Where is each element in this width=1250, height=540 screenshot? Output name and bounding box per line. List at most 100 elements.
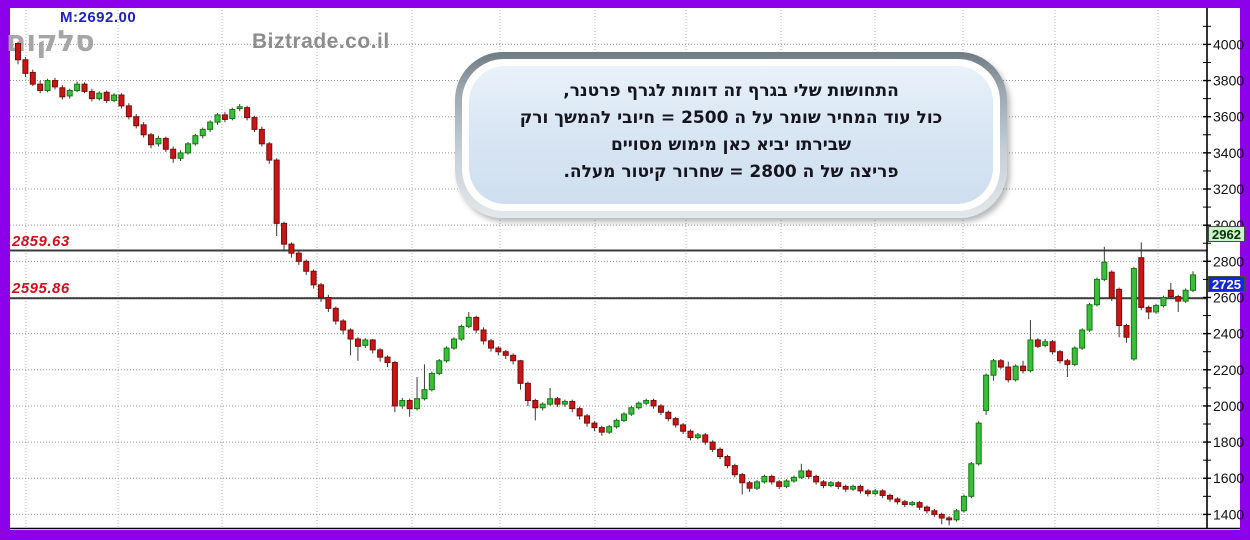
candle-down bbox=[879, 490, 886, 496]
candle-down bbox=[347, 329, 354, 340]
candle-down bbox=[377, 349, 384, 358]
candle-down bbox=[923, 506, 930, 512]
candle-up bbox=[1160, 296, 1167, 307]
y-axis-tick-label: 2200 bbox=[1213, 362, 1244, 378]
candle-down bbox=[864, 490, 871, 495]
candle-up bbox=[229, 108, 236, 120]
candle-down bbox=[835, 482, 842, 487]
candle-down bbox=[354, 338, 361, 347]
candle-up bbox=[111, 94, 118, 101]
candle-up bbox=[1190, 274, 1197, 291]
candle-down bbox=[487, 340, 494, 349]
callout-body bbox=[469, 66, 993, 204]
candle-up bbox=[613, 419, 620, 428]
candle-down bbox=[406, 400, 413, 410]
candle-down bbox=[1056, 351, 1063, 362]
candle-up bbox=[399, 400, 406, 407]
candle-down bbox=[1167, 289, 1174, 298]
y-axis-tick-label: 3600 bbox=[1213, 109, 1244, 125]
candle-down bbox=[310, 270, 317, 286]
candle-down bbox=[524, 382, 531, 402]
candle-up bbox=[783, 480, 790, 487]
candle-down bbox=[303, 260, 310, 272]
candle-down bbox=[894, 498, 901, 503]
candle-up bbox=[465, 316, 472, 327]
candle-down bbox=[805, 470, 812, 477]
candle-up bbox=[1079, 329, 1086, 349]
candle-down bbox=[739, 474, 746, 484]
candle-down bbox=[170, 148, 177, 159]
candle-down bbox=[317, 284, 324, 298]
candle-down bbox=[820, 481, 827, 486]
candle-up bbox=[620, 413, 627, 421]
candle-down bbox=[1116, 288, 1123, 326]
candle-up bbox=[428, 372, 435, 391]
y-axis-tick-label: 1400 bbox=[1213, 506, 1244, 522]
y-axis-tick-label: 3800 bbox=[1213, 73, 1244, 89]
candle-down bbox=[281, 222, 288, 245]
candle-down bbox=[266, 143, 273, 161]
candle-down bbox=[81, 83, 88, 92]
last-price-readout: M:2692.00 bbox=[60, 9, 137, 26]
candle-down bbox=[1175, 296, 1182, 302]
candle-down bbox=[148, 134, 155, 146]
axis-tag-last: 2725 bbox=[1208, 276, 1245, 292]
candle-up bbox=[1093, 278, 1100, 306]
y-axis-tick-label: 2400 bbox=[1213, 326, 1244, 342]
candle-down bbox=[584, 415, 591, 424]
candle-down bbox=[532, 400, 539, 409]
y-axis-tick-label: 2000 bbox=[1213, 398, 1244, 414]
candle-down bbox=[746, 482, 753, 489]
axis-tag-high: 2962 bbox=[1208, 226, 1245, 242]
candle-up bbox=[628, 407, 635, 415]
candle-down bbox=[473, 316, 480, 331]
candle-down bbox=[37, 83, 44, 91]
candle-up bbox=[968, 463, 975, 497]
candle-down bbox=[384, 356, 391, 364]
candle-up bbox=[436, 360, 443, 374]
candle-down bbox=[997, 360, 1004, 368]
candle-down bbox=[369, 339, 376, 351]
candle-down bbox=[1049, 341, 1056, 353]
candle-down bbox=[1064, 360, 1071, 365]
candle-down bbox=[702, 434, 709, 443]
candle-up bbox=[827, 482, 834, 486]
candle-up bbox=[761, 475, 768, 483]
candle-up bbox=[44, 80, 51, 91]
candle-down bbox=[591, 422, 598, 429]
candle-down bbox=[768, 475, 775, 483]
candle-down bbox=[29, 71, 36, 85]
candle-up bbox=[547, 398, 554, 405]
candle-up bbox=[850, 485, 857, 490]
candle-down bbox=[1005, 366, 1012, 381]
candle-up bbox=[798, 470, 805, 478]
candle-up bbox=[909, 502, 916, 505]
candle-down bbox=[495, 347, 502, 353]
candle-up bbox=[990, 360, 997, 376]
candle-down bbox=[709, 441, 716, 450]
candle-down bbox=[288, 243, 295, 254]
callout-line: פריצה של ה 2800 = שחרור קיטור מעלה. bbox=[563, 162, 899, 182]
candle-up bbox=[155, 137, 162, 145]
candle-down bbox=[887, 494, 894, 500]
candle-up bbox=[635, 402, 642, 409]
brand-watermark: Biztrade.co.il bbox=[252, 30, 390, 53]
candle-down bbox=[813, 475, 820, 483]
candle-up bbox=[1027, 339, 1034, 372]
candle-down bbox=[776, 481, 783, 487]
candle-down bbox=[687, 430, 694, 439]
y-axis-tick-label: 2600 bbox=[1213, 289, 1244, 305]
candle-down bbox=[569, 400, 576, 410]
candle-up bbox=[960, 495, 967, 512]
candle-up bbox=[1012, 365, 1019, 381]
candle-down bbox=[680, 424, 687, 432]
candle-down bbox=[118, 94, 125, 107]
candle-down bbox=[332, 307, 339, 322]
candle-up bbox=[421, 389, 428, 400]
candle-down bbox=[133, 116, 140, 127]
candle-down bbox=[842, 485, 849, 490]
candle-down bbox=[554, 398, 561, 405]
candle-down bbox=[650, 400, 657, 407]
candle-up bbox=[643, 400, 650, 404]
callout-line: כול עוד המחיר שומר על ה 2500 = חיובי להמ… bbox=[519, 108, 943, 128]
